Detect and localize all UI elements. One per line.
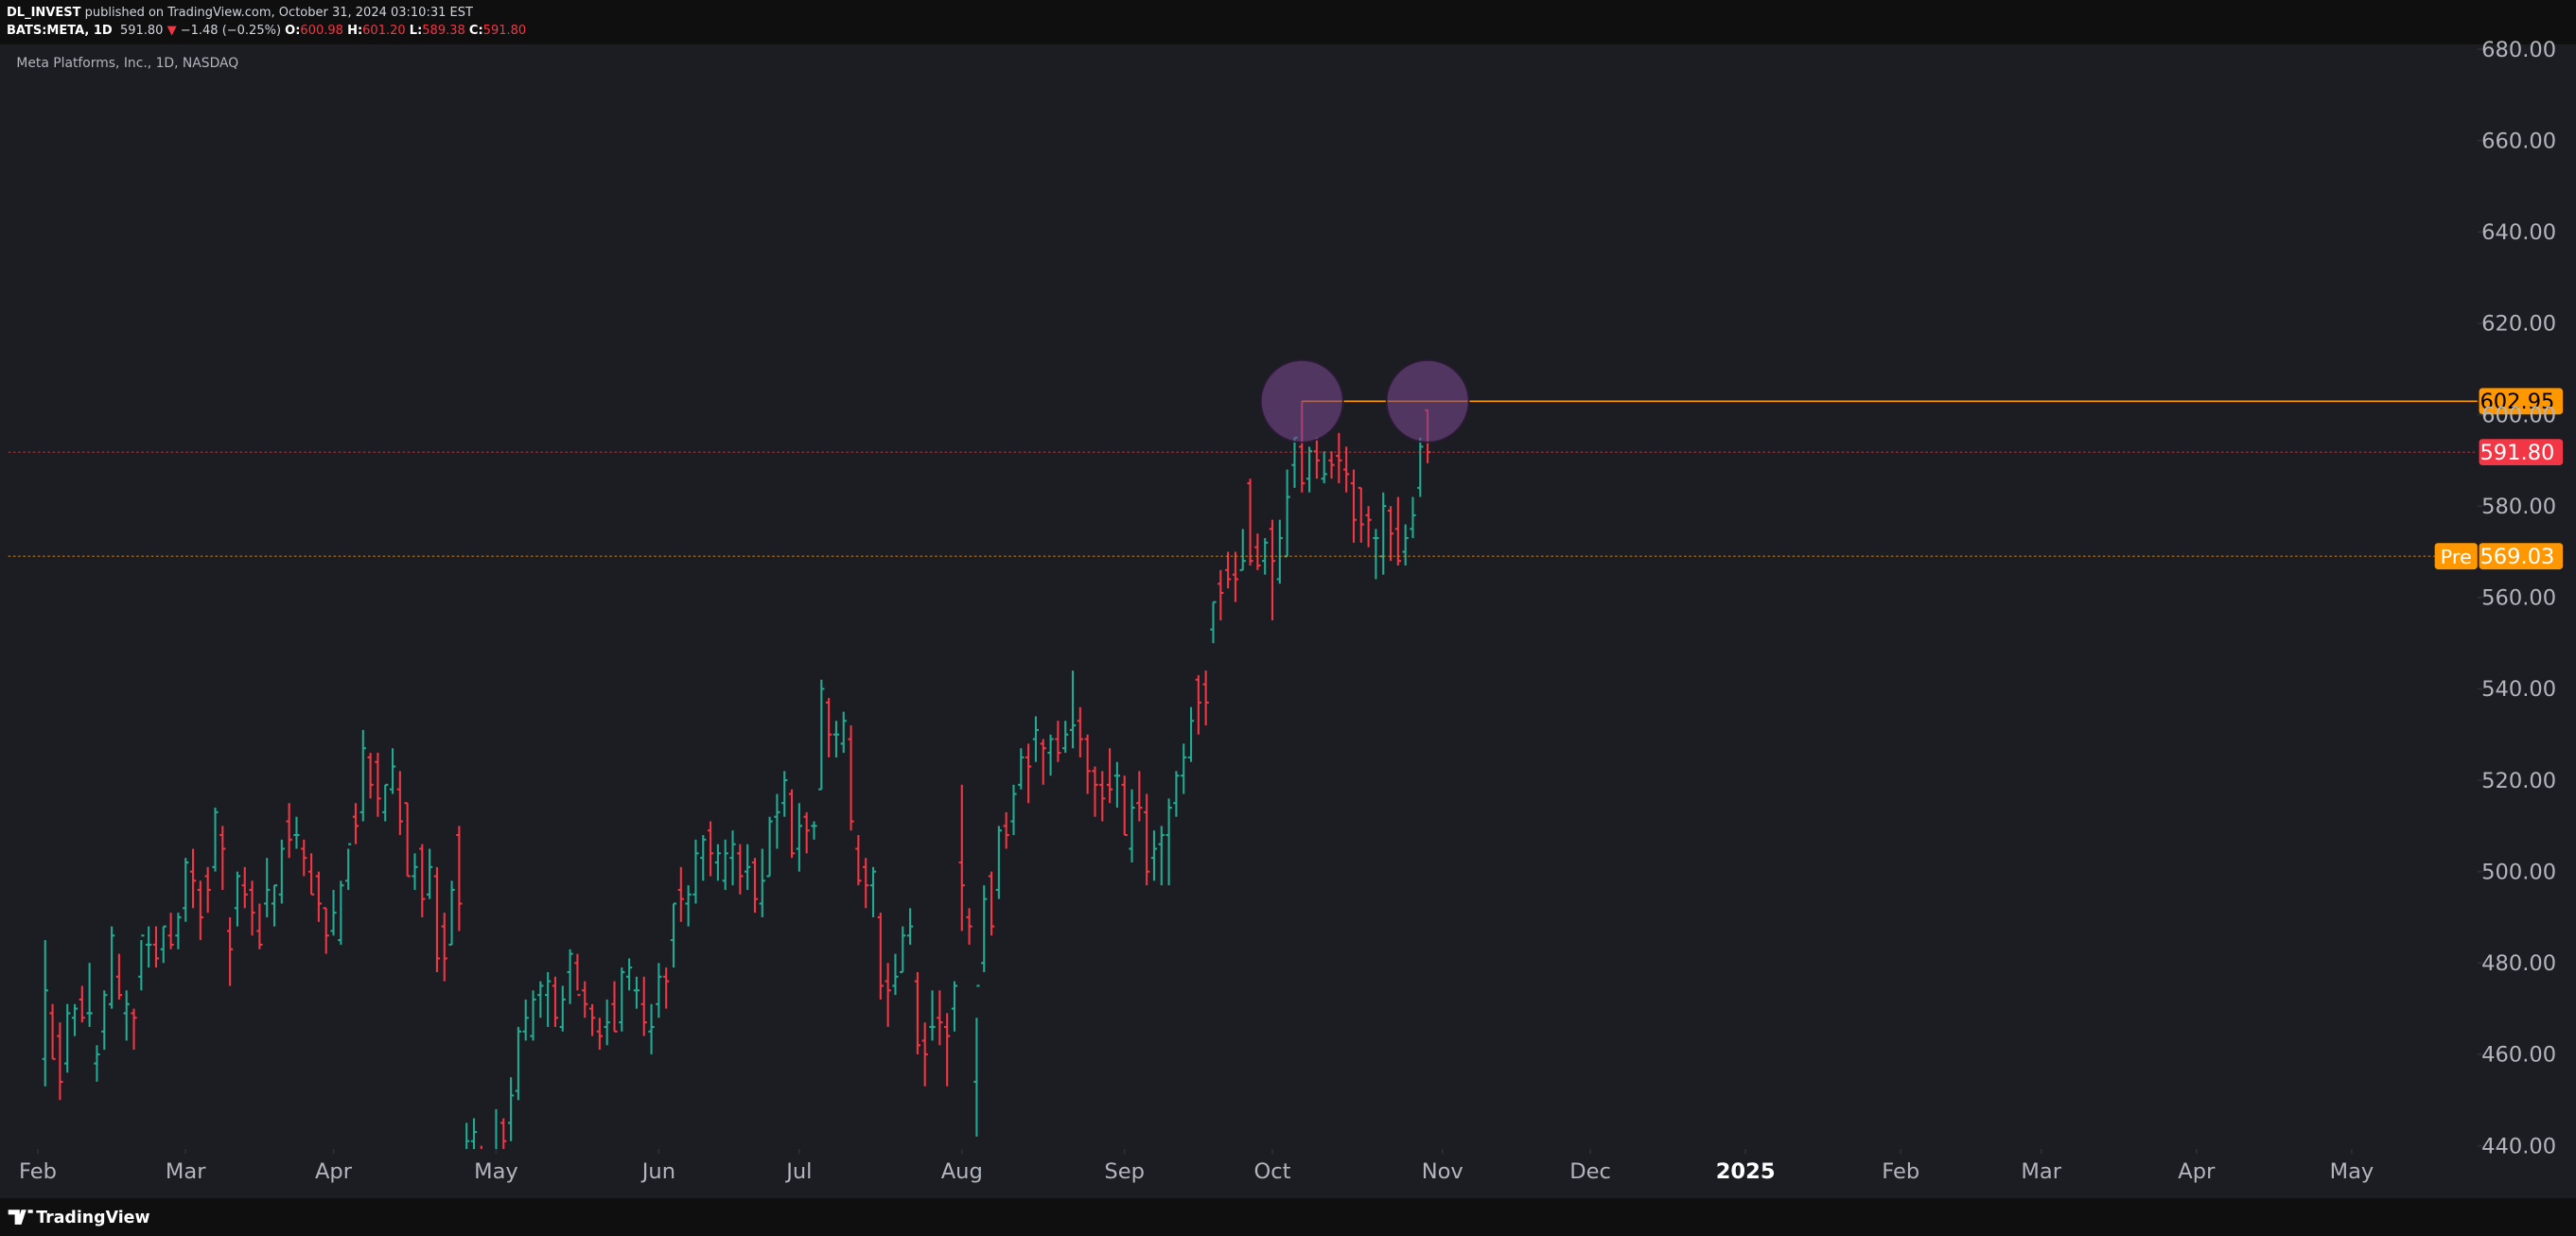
y-tick-label: 560.00 <box>2481 586 2556 611</box>
x-tick-label: 2025 <box>1716 1159 1776 1184</box>
brand: TradingView <box>36 1209 149 1227</box>
close: 591.80 <box>482 24 527 38</box>
high-label: H: <box>347 24 363 38</box>
y-tick-label: 500.00 <box>2481 860 2556 884</box>
x-tick-label: Nov <box>1422 1159 1463 1184</box>
low: 589.38 <box>422 24 465 38</box>
x-tick-label: Jul <box>784 1159 812 1184</box>
y-tick-label: 580.00 <box>2481 495 2556 519</box>
y-tick-label: 660.00 <box>2481 130 2556 154</box>
y-tick-label: 640.00 <box>2481 220 2556 245</box>
overlays: 602.95 591.80 569.03 Pre <box>8 359 2564 570</box>
x-tick-label: Mar <box>166 1159 206 1184</box>
highlight-circle <box>1385 359 1470 444</box>
y-tick-label: 520.00 <box>2481 769 2556 793</box>
y-tick-label: 600.00 <box>2481 403 2556 427</box>
symbol: BATS:META, 1D <box>7 24 113 38</box>
low-label: L: <box>409 24 423 38</box>
header: DL_INVEST published on TradingView.com, … <box>7 4 526 40</box>
header-line: BATS:META, 1D 591.80 ▼ −1.48 (−0.25%) O:… <box>7 22 526 40</box>
x-tick-label: Dec <box>1569 1159 1611 1184</box>
price-label-box <box>2479 388 2564 415</box>
price: 591.80 <box>119 24 164 38</box>
x-tick-label: Mar <box>2021 1159 2061 1184</box>
price-axis <box>2477 44 2576 1199</box>
y-tick-label: 480.00 <box>2481 951 2556 976</box>
x-tick-label: Feb <box>19 1159 57 1184</box>
bars <box>42 401 1431 1150</box>
x-tick-label: Jun <box>640 1159 675 1184</box>
price-label: 602.95 <box>2480 390 2554 414</box>
price-label-box <box>2479 543 2564 570</box>
change: −1.48 (−0.25%) <box>180 24 282 38</box>
x-tick-label: May <box>474 1159 518 1184</box>
x-tick-label: Aug <box>941 1159 983 1184</box>
x-tick-label: Feb <box>1882 1159 1919 1184</box>
tag-label: Pre <box>2441 546 2472 568</box>
close-label: C: <box>468 24 483 38</box>
y-tick-label: 620.00 <box>2481 312 2556 337</box>
highlight-circle <box>1259 359 1344 444</box>
header-line: DL_INVEST published on TradingView.com, … <box>7 4 526 22</box>
x-tick-label: May <box>2330 1159 2374 1184</box>
y-tick-label: 460.00 <box>2481 1043 2556 1068</box>
y-tick-label: 440.00 <box>2481 1134 2556 1158</box>
arrow: ▼ <box>166 24 177 38</box>
price-label: 569.03 <box>2480 545 2554 569</box>
y-tick-label: 680.00 <box>2481 38 2556 62</box>
logo <box>8 1210 33 1225</box>
footer: TradingView <box>8 1209 150 1227</box>
published: published on TradingView.com, October 31… <box>84 6 473 20</box>
x-tick-label: Apr <box>315 1159 353 1184</box>
open: 600.98 <box>300 24 343 38</box>
open-label: O: <box>285 24 301 38</box>
plot-background <box>0 44 2576 1199</box>
chart-title: Meta Platforms, Inc., 1D, NASDAQ <box>16 56 238 71</box>
high: 601.20 <box>362 24 406 38</box>
tag-box <box>2434 543 2478 570</box>
x-tick-label: Apr <box>2178 1159 2216 1184</box>
price-label-box <box>2479 439 2564 466</box>
y-tick-label: 540.00 <box>2481 677 2556 702</box>
x-tick-label: Sep <box>1104 1159 1145 1184</box>
x-tick-label: Oct <box>1253 1159 1290 1184</box>
author: DL_INVEST <box>7 6 81 20</box>
price-label: 591.80 <box>2480 441 2554 465</box>
